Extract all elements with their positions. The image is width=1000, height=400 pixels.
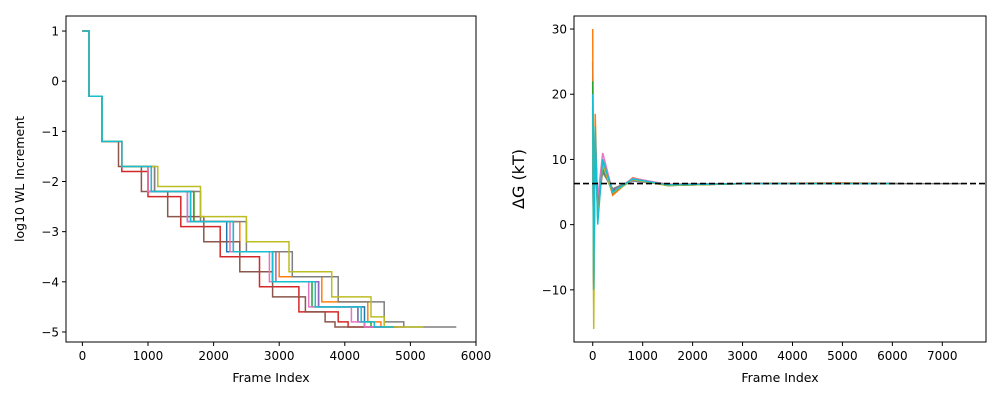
- y-tick-label: −10: [542, 283, 567, 297]
- x-tick-label: 4000: [777, 349, 808, 363]
- series-line-4: [591, 107, 893, 290]
- series-line-3: [82, 30, 398, 328]
- x-tick-label: 3000: [727, 349, 758, 363]
- x-tick-label: 6000: [461, 349, 492, 363]
- series-line-10: [591, 94, 893, 290]
- y-tick-label: 0: [51, 75, 59, 89]
- x-tick-label: 1000: [133, 349, 164, 363]
- series-line-2: [591, 28, 903, 303]
- series-line-9: [82, 30, 424, 328]
- x-tick-label: 7000: [927, 349, 958, 363]
- x-tick-label: 1000: [627, 349, 658, 363]
- x-tick-label: 3000: [264, 349, 295, 363]
- y-tick-label: −2: [41, 175, 59, 189]
- axes-frame: [573, 15, 987, 343]
- x-axis-label: Frame Index: [741, 370, 818, 385]
- x-tick-label: 6000: [877, 349, 908, 363]
- x-tick-label: 5000: [827, 349, 858, 363]
- series-line-5: [82, 30, 398, 328]
- series-line-1: [82, 30, 404, 328]
- series-line-2: [82, 30, 401, 328]
- series-line-7: [591, 94, 893, 277]
- x-tick-label: 0: [79, 349, 87, 363]
- series-line-9: [591, 107, 893, 330]
- series-line-5: [591, 120, 893, 284]
- y-tick-label: −1: [41, 125, 59, 139]
- series-line-1: [591, 61, 903, 277]
- y-tick-label: 10: [552, 153, 567, 167]
- series-line-8: [82, 30, 457, 328]
- series-group: [591, 28, 963, 330]
- y-axis-label: log10 WL Increment: [12, 116, 27, 242]
- delta-g-panel: 0 1000 2000 3000 4000 5000 6000 7000 30 20 10 0 −10 F…: [509, 15, 987, 385]
- y-tick-label: 30: [552, 23, 567, 37]
- series-line-3: [591, 81, 893, 264]
- y-tick-label: −3: [41, 225, 59, 239]
- series-line-6: [82, 30, 371, 328]
- y-tick-label: 1: [51, 25, 59, 39]
- series-line-8: [591, 113, 963, 284]
- series-line-6: [591, 126, 893, 271]
- y-tick-label: −5: [41, 325, 59, 339]
- y-axis-label: ΔG (kT): [509, 149, 528, 209]
- axes-frame: [65, 15, 477, 343]
- series-line-7: [82, 30, 404, 328]
- series-group: [82, 30, 457, 328]
- x-tick-label: 2000: [198, 349, 229, 363]
- y-tick-label: 0: [559, 218, 567, 232]
- x-tick-label: 0: [589, 349, 597, 363]
- y-tick-label: −4: [41, 275, 59, 289]
- x-tick-label: 2000: [677, 349, 708, 363]
- x-tick-label: 4000: [330, 349, 361, 363]
- wl-increment-panel: 0 1000 2000 3000 4000 5000 6000 1 0 −1 −2 −3 −4 −5 Fra…: [12, 15, 492, 385]
- x-axis-label: Frame Index: [232, 370, 309, 385]
- y-tick-label: 20: [552, 88, 567, 102]
- series-line-10: [82, 30, 394, 328]
- x-tick-label: 5000: [395, 349, 426, 363]
